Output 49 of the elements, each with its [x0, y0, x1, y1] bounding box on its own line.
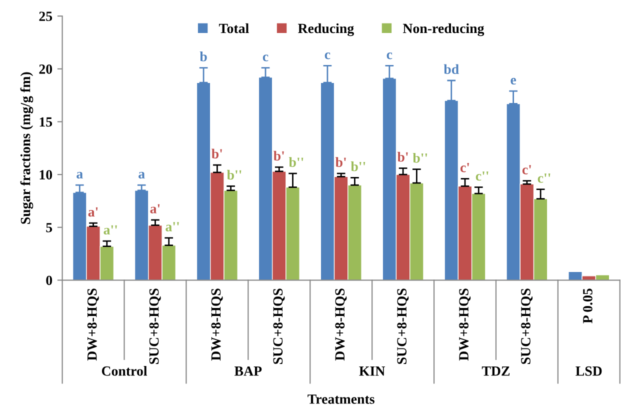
data-label: c'': [476, 171, 488, 181]
legend-label: Total: [218, 23, 249, 34]
y-tick-label: 10: [40, 170, 52, 180]
data-label: b: [200, 52, 207, 62]
data-label: a': [150, 204, 160, 214]
data-label: e: [510, 78, 516, 85]
y-tick-label: 5: [46, 223, 52, 232]
legend-label: Non-reducing: [402, 23, 484, 36]
x-axis-title: Treatments: [308, 394, 374, 404]
y-axis-title: Sugar fractions (mg/g fm): [20, 72, 34, 224]
text: Control: [102, 366, 148, 376]
text: BAP: [234, 366, 262, 376]
data-label: a'': [104, 225, 117, 235]
data-label: c: [324, 52, 330, 60]
data-label: c'': [538, 174, 550, 183]
legend-label: Reducing: [298, 23, 354, 36]
data-label: bd: [444, 64, 459, 74]
data-label: c: [386, 52, 392, 60]
data-label: c': [460, 163, 469, 172]
x-tick-label: DW+8-HQS: [459, 288, 471, 361]
data-label: a: [138, 172, 145, 179]
data-label: c: [262, 54, 268, 62]
data-label: b': [212, 148, 222, 158]
y-tick-label: 20: [39, 64, 52, 74]
data-label: b': [397, 152, 408, 162]
x-tick-label: SUC+8-HQS: [149, 288, 161, 364]
data-label: b'': [350, 161, 366, 172]
data-label: a'': [166, 222, 179, 232]
x-tick-label: SUC+8-HQS: [521, 288, 533, 364]
data-label: a: [76, 172, 83, 179]
text: KIN: [359, 366, 386, 376]
data-label: b': [274, 150, 284, 161]
data-label: b'': [226, 170, 242, 180]
data-label: b': [335, 157, 346, 167]
x-tick-label: DW+8-HQS: [87, 288, 99, 361]
x-tick-label: SUC+8-HQS: [273, 288, 285, 364]
y-tick-label: 15: [40, 117, 52, 127]
y-tick-label: 0: [46, 276, 52, 286]
x-tick-label: DW+8-HQS: [335, 288, 347, 361]
data-label: c': [522, 165, 531, 174]
text: LSD: [576, 366, 602, 376]
data-label: a': [88, 207, 98, 217]
data-label: b'': [412, 152, 428, 163]
x-tick-label: P 0.05: [583, 288, 592, 324]
y-tick-label: 25: [39, 12, 52, 22]
text: TDZ: [482, 366, 510, 376]
data-label: b'': [288, 157, 304, 167]
x-tick-label: SUC+8-HQS: [397, 288, 409, 364]
x-tick-label: DW+8-HQS: [211, 288, 223, 361]
